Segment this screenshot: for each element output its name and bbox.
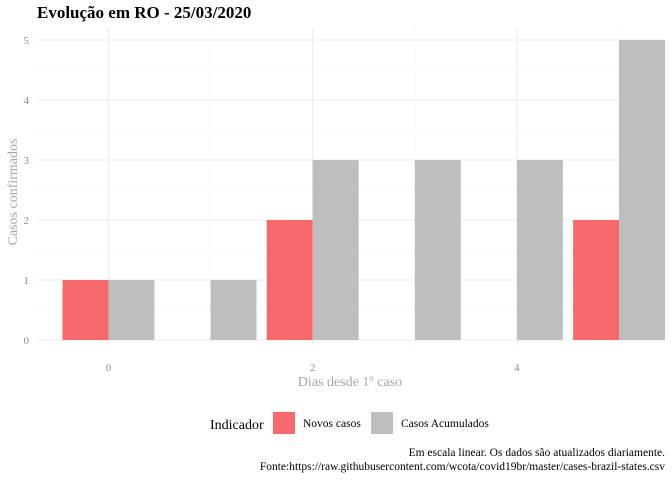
legend-swatch-novos-casos xyxy=(273,412,295,434)
x-tick-label: 4 xyxy=(514,362,520,374)
bar-casos-acumulados-4 xyxy=(516,160,563,340)
legend: Indicador Novos casos Casos Acumulados xyxy=(210,412,489,434)
x-tick-label: 2 xyxy=(310,362,316,374)
y-tick-label: 1 xyxy=(24,275,30,287)
y-tick-label: 3 xyxy=(24,155,30,167)
bar-casos-acumulados-1 xyxy=(210,280,257,340)
bar-casos-acumulados-0 xyxy=(108,280,155,340)
x-axis-ticks: 0 2 4 xyxy=(106,362,520,374)
y-tick-label: 0 xyxy=(24,335,30,347)
chart-title: Evolução em RO - 25/03/2020 xyxy=(37,3,251,22)
legend-title: Indicador xyxy=(210,418,264,433)
bars xyxy=(62,40,665,340)
y-axis-title: Casos confirmados xyxy=(6,139,21,246)
bar-casos-acumulados-2 xyxy=(312,160,359,340)
caption-line-2: Fonte:https://raw.githubusercontent.com/… xyxy=(260,461,665,473)
caption-line-1: Em escala linear. Os dados são atualizad… xyxy=(409,447,666,459)
y-axis-ticks: 0 1 2 3 4 5 xyxy=(24,35,30,347)
y-tick-label: 5 xyxy=(24,35,30,47)
bar-casos-acumulados-5 xyxy=(619,40,665,340)
bar-novos-casos-0 xyxy=(62,280,109,340)
y-tick-label: 4 xyxy=(24,95,30,107)
bar-casos-acumulados-3 xyxy=(414,160,461,340)
x-tick-label: 0 xyxy=(106,362,112,374)
x-axis-title: Dias desde 1º caso xyxy=(298,375,402,390)
bar-novos-casos-2 xyxy=(266,220,313,340)
legend-label-novos-casos: Novos casos xyxy=(303,418,361,430)
y-tick-label: 2 xyxy=(24,215,30,227)
legend-label-casos-acumulados: Casos Acumulados xyxy=(401,418,489,430)
legend-swatch-casos-acumulados xyxy=(371,412,393,434)
bar-novos-casos-5 xyxy=(573,220,620,340)
